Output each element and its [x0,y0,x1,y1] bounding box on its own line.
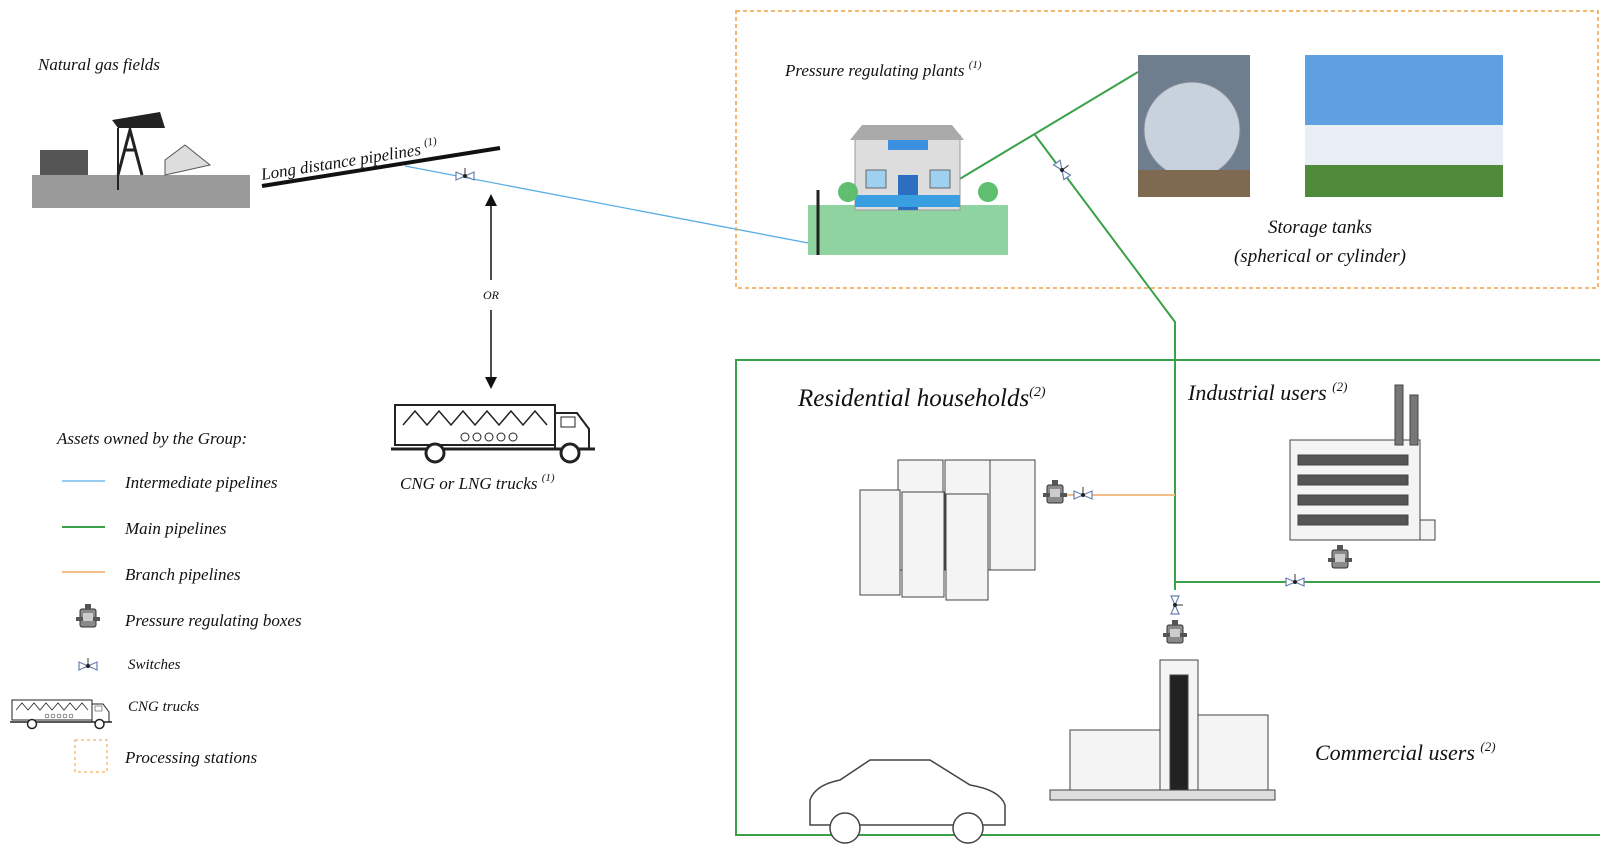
storage-images-part [1144,82,1240,178]
plant-icon-part [978,182,998,202]
plant-icon-part [838,182,858,202]
gas-field-part [32,175,250,208]
commercial-label: Commercial users (2) [1315,739,1496,765]
pipelines-part [1163,620,1187,643]
label: Pressure regulating plants [784,61,965,80]
car-icon-part [830,813,860,843]
pipelines-part [1054,158,1074,180]
residential-label: Residential households(2) [797,385,1046,412]
diagram: Natural gas fields Long distance pipelin… [0,0,1600,855]
pipelines-part [456,168,474,180]
industrial-icon-part-part [1298,495,1408,505]
legend-part [75,740,107,772]
legend-item: Pressure regulating boxes [124,611,302,630]
commercial-icon [1050,660,1275,800]
car-icon-part [953,813,983,843]
legend-part [79,658,97,670]
car-icon [810,760,1005,843]
label: Long distance pipelines [259,140,423,184]
legend-item: CNG trucks [128,699,199,715]
note: (1) [542,472,555,484]
plant-icon-part [808,205,1008,255]
note: (1) [423,135,438,149]
pipelines-part [958,72,1138,180]
plant-icon-part [850,125,964,140]
commercial-icon-part [1170,675,1188,790]
industrial-icon-part-part [1298,455,1408,465]
long-distance-label: Long distance pipelines (1) [258,135,439,184]
label: CNG or LNG trucks [400,474,538,493]
legend: Assets owned by the Group: Intermediate … [10,429,302,772]
residential-icon-part [990,460,1035,570]
gas-field-part [40,150,88,175]
gas-field-part [112,112,165,128]
legend-item: Main pipelines [124,519,227,538]
pipelines-part [1171,596,1183,614]
label: Industrial users [1187,380,1327,405]
industrial-icon-part [1395,385,1403,445]
alternative: OR [483,200,500,383]
residential-icon-part [860,490,900,595]
note: (2) [1029,385,1046,400]
label: Commercial users [1315,740,1475,765]
note: (2) [1332,379,1347,394]
gas-field: Natural gas fields [32,55,250,208]
gas-field-part [165,145,210,175]
label: Residential households [797,385,1029,412]
trucks-label: CNG or LNG trucks (1) [400,472,555,493]
gas-field-part [118,130,142,175]
storage-images-part [1305,165,1503,197]
pipelines-part [1328,545,1352,568]
legend-item: Processing stations [124,748,257,767]
pipelines-part [1074,487,1092,499]
storage-images-part [1305,125,1503,165]
industrial-icon-part-part [1298,515,1408,525]
residential-icon-part [902,492,944,597]
legend-title: Assets owned by the Group: [56,429,247,448]
storage-label: Storage tanks [1268,217,1372,238]
note: (2) [1480,739,1495,754]
industrial-label: Industrial users (2) [1187,379,1347,405]
label: Natural gas fields [37,55,160,74]
commercial-icon-part [1050,790,1275,800]
legend-item: Intermediate pipelines [124,473,278,492]
plant-icon-part [855,195,960,207]
legend-part [10,700,112,729]
or-label: OR [483,288,500,302]
industrial-icon-part [1410,395,1418,445]
plants-label: Pressure regulating plants (1) [784,59,982,80]
industrial-icon [1290,385,1435,540]
pipelines-part [1043,480,1067,503]
storage-images [1138,55,1503,197]
pipelines-part [1286,574,1304,586]
plant-icon [808,125,1008,255]
legend-part [76,604,100,627]
pipelines-part [1035,135,1175,590]
industrial-icon-part-part [1298,475,1408,485]
legend-item: Branch pipelines [125,565,241,584]
note: (1) [969,59,982,71]
commercial-icon-part [1198,715,1268,795]
legend-item: Switches [128,657,181,673]
residential-icon-part [946,494,988,600]
residential-icon [860,460,1035,600]
plant-icon-part [930,170,950,188]
plant-icon-part [866,170,886,188]
truck-icon [391,405,595,462]
industrial-icon-part [1420,520,1435,540]
storage-sublabel: (spherical or cylinder) [1234,246,1406,267]
plant-icon-part [888,140,928,150]
storage-images-part [1138,170,1250,197]
commercial-icon-part [1070,730,1160,795]
